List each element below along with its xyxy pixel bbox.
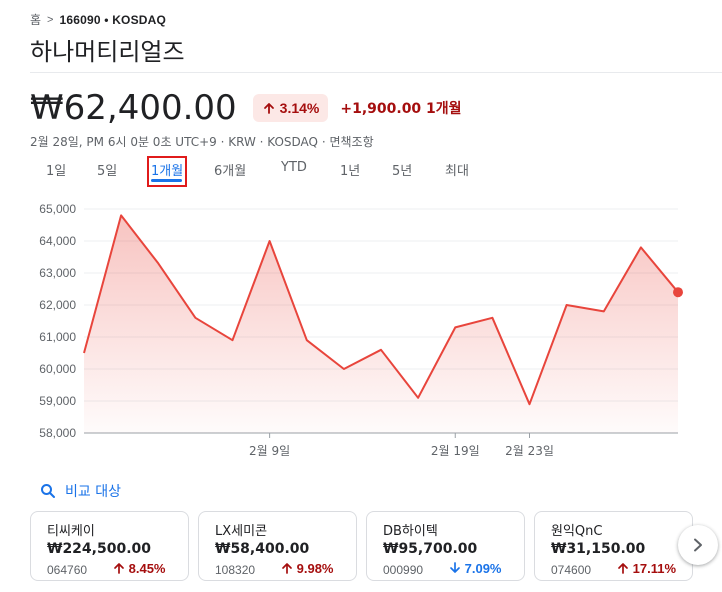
card-change: 7.09% <box>449 561 502 576</box>
header-divider <box>30 72 722 73</box>
breadcrumb-home[interactable]: 홈 <box>30 13 42 27</box>
card-change: 17.11% <box>617 561 676 576</box>
tab-range-1m[interactable]: 1개월 <box>151 164 184 179</box>
y-tick-label: 58,000 <box>39 426 76 440</box>
change-absolute: +1,900.00 1개월 <box>340 101 462 117</box>
card-price: ₩224,500.00 <box>47 541 152 557</box>
tab-range-ytd[interactable]: YTD <box>281 160 307 175</box>
compare-card[interactable]: DB하이텍 ₩95,700.00 000990 7.09% <box>366 511 525 581</box>
card-price: ₩58,400.00 <box>215 541 310 557</box>
card-change: 9.98% <box>281 561 334 576</box>
card-change-percent: 9.98% <box>296 561 334 576</box>
tab-range-1d[interactable]: 1일 <box>46 164 67 179</box>
next-cards-button[interactable] <box>678 525 718 565</box>
card-change: 8.45% <box>113 561 166 576</box>
tab-range-6m[interactable]: 6개월 <box>214 164 247 179</box>
card-price: ₩31,150.00 <box>551 541 646 557</box>
arrow-down-icon <box>450 562 460 573</box>
arrow-up-icon <box>282 563 292 574</box>
y-tick-label: 63,000 <box>39 266 76 280</box>
active-tab-underline <box>151 179 182 182</box>
tab-range-5y[interactable]: 5년 <box>392 164 413 179</box>
arrow-up-icon <box>618 563 628 574</box>
arrow-up-icon <box>263 103 274 114</box>
card-price: ₩95,700.00 <box>383 541 478 557</box>
price-area <box>84 215 678 433</box>
breadcrumb-ticker: 166090 • KOSDAQ <box>59 12 167 27</box>
card-name: LX세미콘 <box>215 524 268 539</box>
y-tick-label: 62,000 <box>39 298 76 312</box>
breadcrumb: 홈 > 166090 • KOSDAQ <box>30 11 166 28</box>
tab-range-1y[interactable]: 1년 <box>340 164 361 179</box>
card-code: 064760 <box>47 563 88 577</box>
card-change-percent: 8.45% <box>128 561 166 576</box>
x-tick-label: 2월 19일 <box>431 444 480 458</box>
y-tick-label: 61,000 <box>39 330 76 344</box>
chevron-right-icon <box>694 538 702 552</box>
active-tab-highlight <box>147 156 187 187</box>
y-tick-label: 59,000 <box>39 394 76 408</box>
price-line <box>83 214 679 406</box>
card-code: 000990 <box>383 563 424 577</box>
page-title: 하나머티리얼즈 <box>30 38 185 66</box>
compare-button[interactable]: 비교 대상 <box>40 481 121 501</box>
change-percent: 3.14% <box>279 100 320 116</box>
compare-card[interactable]: 티씨케이 ₩224,500.00 064760 8.45% <box>30 511 189 581</box>
current-price: ₩62,400.00 <box>30 88 237 128</box>
compare-card[interactable]: 원익QnC ₩31,150.00 074600 17.11% <box>534 511 693 581</box>
card-change-percent: 7.09% <box>464 561 502 576</box>
last-price-marker <box>673 287 683 298</box>
x-tick-label: 2월 9일 <box>249 444 290 458</box>
card-name: 원익QnC <box>551 524 603 539</box>
tab-range-max[interactable]: 최대 <box>445 164 469 179</box>
arrow-up-icon <box>114 563 124 574</box>
price-chart: 65,000 64,000 63,000 62,000 61,000 60,000 59,0… <box>39 202 683 458</box>
change-badge: 3.14% <box>252 94 329 122</box>
x-tick-label: 2월 23일 <box>505 444 554 458</box>
card-name: DB하이텍 <box>383 524 438 539</box>
tab-range-5d[interactable]: 5일 <box>97 164 118 179</box>
card-name: 티씨케이 <box>47 524 95 539</box>
card-code: 108320 <box>215 563 256 577</box>
chevron-right-icon: > <box>47 13 54 26</box>
card-change-percent: 17.11% <box>632 561 676 576</box>
price-row: ₩62,400.00 3.14% +1,900.00 1개월 <box>30 88 462 128</box>
card-code: 074600 <box>551 563 592 577</box>
y-tick-label: 65,000 <box>39 202 76 216</box>
y-tick-label: 60,000 <box>39 362 76 376</box>
compare-card[interactable]: LX세미콘 ₩58,400.00 108320 9.98% <box>198 511 357 581</box>
price-meta: 2월 28일, PM 6시 0분 0초 UTC+9 · KRW · KOSDAQ… <box>30 135 374 149</box>
compare-label: 비교 대상 <box>65 484 121 500</box>
search-icon <box>41 484 55 498</box>
y-tick-label: 64,000 <box>39 234 76 248</box>
